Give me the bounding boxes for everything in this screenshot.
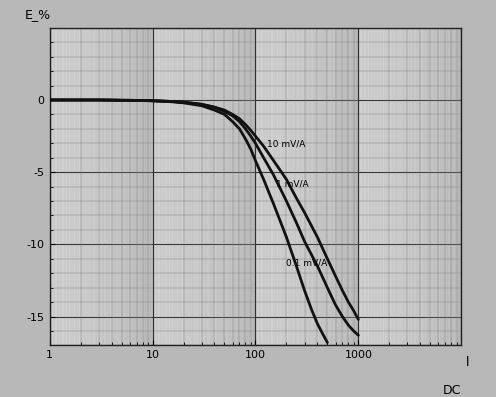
Text: DC: DC [443,384,461,397]
Text: 10 mV/A: 10 mV/A [267,139,306,148]
Text: 1 mV/A: 1 mV/A [276,179,309,189]
Text: E_%: E_% [25,8,51,21]
Text: l: l [465,357,469,369]
Text: 0.1 mV/A: 0.1 mV/A [286,259,328,268]
